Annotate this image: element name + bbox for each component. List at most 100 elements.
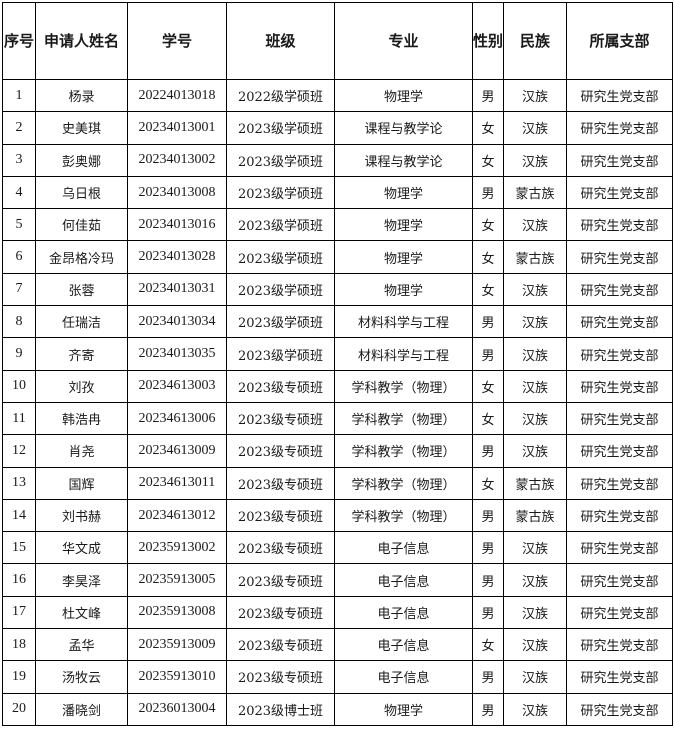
table-row: 13 国辉 20234613011 2023级专硕班 学科教学（物理）女蒙古族 研究生党支… (2, 466, 673, 500)
cell-class: 2023级专硕班 (226, 595, 335, 630)
table-row: 7 张蓉 20234013031 2023级学硕班 物理学女汉族 研究生党支部 (2, 272, 673, 307)
cell-name: 何佳茹 (35, 208, 128, 242)
header-student-id: 学号 (127, 2, 227, 80)
cell-class: 2023级学硕班 (226, 272, 335, 307)
cell-name: 齐寄 (35, 337, 128, 371)
table-row: 12 肖尧 20234613009 2023级专硕班 学科教学（物理）男汉族 研究生党支部 (2, 434, 673, 468)
cell-index: 9 (2, 337, 36, 371)
cell-gender: 女 (472, 369, 504, 403)
cell-index: 20 (2, 692, 36, 726)
cell-branch: 研究生党支部 (566, 337, 673, 371)
cell-name: 杨录 (35, 78, 128, 113)
cell-major: 物理学 (334, 208, 473, 242)
cell-name: 金昂格冷玛 (35, 240, 128, 274)
cell-gender: 男 (472, 175, 504, 210)
cell-branch: 研究生党支部 (566, 466, 673, 500)
cell-ethnicity: 汉族 (503, 111, 567, 145)
cell-gender: 男 (472, 563, 504, 597)
cell-ethnicity: 蒙古族 (503, 466, 567, 500)
cell-major: 物理学 (334, 240, 473, 274)
cell-ethnicity: 汉族 (503, 595, 567, 630)
cell-ethnicity: 汉族 (503, 208, 567, 242)
cell-ethnicity: 蒙古族 (503, 498, 567, 533)
cell-name: 乌日根 (35, 175, 128, 210)
table-body: 1 杨录 20224013018 2022级学硕班 物理学男汉族 研究生党支部 2 史美琪 20… (2, 78, 673, 726)
cell-index: 11 (2, 401, 36, 436)
cell-branch: 研究生党支部 (566, 628, 673, 662)
cell-student-id: 20224013018 (127, 78, 227, 113)
cell-branch: 研究生党支部 (566, 369, 673, 403)
cell-gender: 女 (472, 208, 504, 242)
cell-name: 任瑞洁 (35, 305, 128, 339)
cell-name: 汤牧云 (35, 660, 128, 694)
cell-name: 彭奥娜 (35, 143, 128, 177)
cell-branch: 研究生党支部 (566, 660, 673, 694)
cell-branch: 研究生党支部 (566, 208, 673, 242)
table-row: 6 金昂格冷玛 20234013028 2023级学硕班 物理学女蒙古族 研究生党支部 (2, 240, 673, 274)
cell-name: 韩浩冉 (35, 401, 128, 436)
cell-ethnicity: 汉族 (503, 434, 567, 468)
table-row: 16 李昊泽 20235913005 2023级专硕班 电子信息男汉族 研究生党支部 (2, 563, 673, 597)
cell-branch: 研究生党支部 (566, 78, 673, 113)
cell-class: 2023级专硕班 (226, 434, 335, 468)
cell-index: 18 (2, 628, 36, 662)
cell-branch: 研究生党支部 (566, 240, 673, 274)
cell-name: 孟华 (35, 628, 128, 662)
header-row: 序号 申请人姓名 学号 班级 专业 性别 民族 所属支部 (2, 2, 673, 80)
cell-ethnicity: 蒙古族 (503, 240, 567, 274)
cell-student-id: 20234013001 (127, 111, 227, 145)
cell-class: 2023级专硕班 (226, 498, 335, 533)
cell-branch: 研究生党支部 (566, 434, 673, 468)
header-gender: 性别 (472, 2, 504, 80)
cell-ethnicity: 汉族 (503, 305, 567, 339)
table-row: 20 潘晓剑 20236013004 2023级博士班 物理学男汉族 研究生党支部 (2, 692, 673, 726)
header-name: 申请人姓名 (35, 2, 128, 80)
cell-index: 17 (2, 595, 36, 630)
cell-ethnicity: 汉族 (503, 531, 567, 565)
cell-student-id: 20235913002 (127, 531, 227, 565)
cell-student-id: 20234613011 (127, 466, 227, 500)
cell-major: 学科教学（物理） (334, 369, 473, 403)
table-row: 14 刘书赫 20234613012 2023级专硕班 学科教学（物理）男蒙古族 研究生党… (2, 498, 673, 533)
cell-major: 学科教学（物理） (334, 401, 473, 436)
cell-student-id: 20234613006 (127, 401, 227, 436)
cell-student-id: 20234013034 (127, 305, 227, 339)
cell-major: 学科教学（物理） (334, 434, 473, 468)
cell-branch: 研究生党支部 (566, 305, 673, 339)
cell-major: 物理学 (334, 78, 473, 113)
cell-gender: 男 (472, 498, 504, 533)
cell-gender: 男 (472, 434, 504, 468)
cell-gender: 男 (472, 531, 504, 565)
cell-student-id: 20234613003 (127, 369, 227, 403)
cell-major: 电子信息 (334, 563, 473, 597)
header-major: 专业 (334, 2, 473, 80)
cell-ethnicity: 汉族 (503, 369, 567, 403)
cell-student-id: 20234013008 (127, 175, 227, 210)
cell-name: 潘晓剑 (35, 692, 128, 726)
cell-major: 材料科学与工程 (334, 305, 473, 339)
table-row: 8 任瑞洁 20234013034 2023级学硕班 材料科学与工程男汉族 研究生党支部 (2, 305, 673, 339)
table-row: 15 华文成 20235913002 2023级专硕班 电子信息男汉族 研究生党支部 (2, 531, 673, 565)
table-row: 19 汤牧云 20235913010 2023级专硕班 电子信息男汉族 研究生党支部 (2, 660, 673, 694)
table-row: 2 史美琪 20234013001 2023级学硕班 课程与教学论女汉族 研究生党支部 (2, 111, 673, 145)
cell-student-id: 20235913005 (127, 563, 227, 597)
cell-class: 2023级学硕班 (226, 143, 335, 177)
cell-ethnicity: 汉族 (503, 692, 567, 726)
table-row: 4 乌日根 20234013008 2023级学硕班 物理学男蒙古族 研究生党支部 (2, 175, 673, 210)
table-row: 11 韩浩冉 20234613006 2023级专硕班 学科教学（物理）女汉族 研究生党支… (2, 401, 673, 436)
cell-index: 15 (2, 531, 36, 565)
cell-major: 电子信息 (334, 660, 473, 694)
cell-class: 2023级学硕班 (226, 208, 335, 242)
cell-gender: 男 (472, 305, 504, 339)
cell-gender: 女 (472, 111, 504, 145)
cell-class: 2023级专硕班 (226, 563, 335, 597)
cell-major: 学科教学（物理） (334, 498, 473, 533)
cell-name: 刘书赫 (35, 498, 128, 533)
header-class: 班级 (226, 2, 335, 80)
cell-class: 2023级专硕班 (226, 660, 335, 694)
cell-branch: 研究生党支部 (566, 692, 673, 726)
cell-gender: 男 (472, 660, 504, 694)
cell-class: 2023级学硕班 (226, 337, 335, 371)
cell-gender: 女 (472, 272, 504, 307)
